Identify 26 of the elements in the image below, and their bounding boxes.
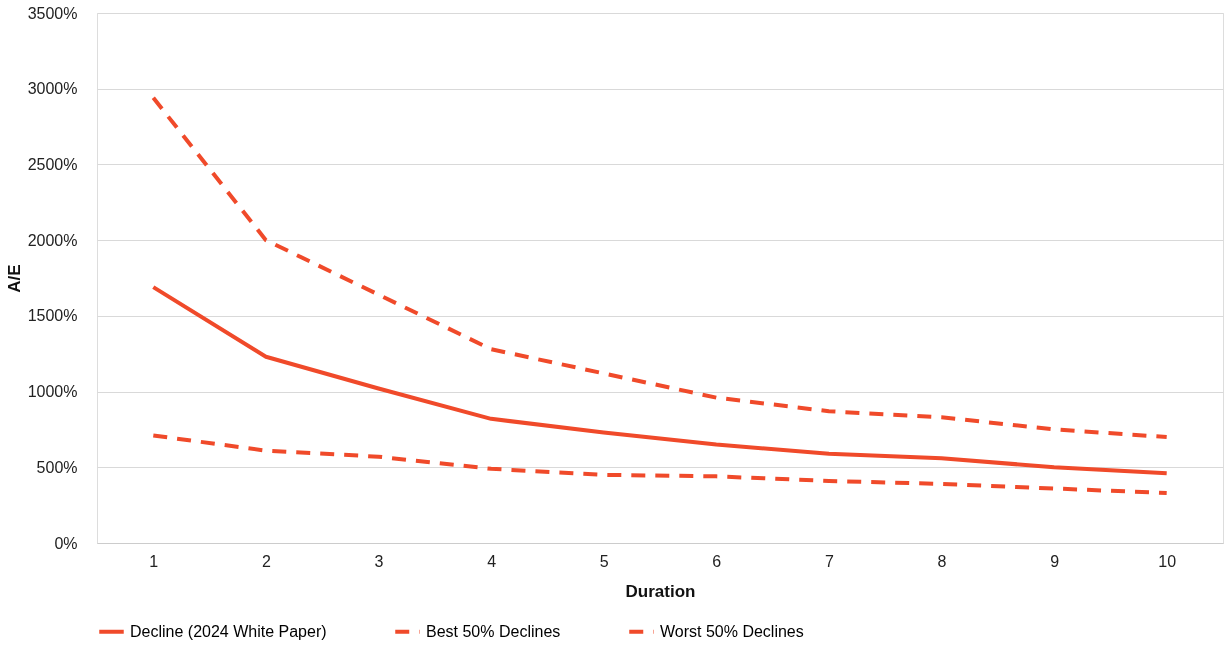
x-tick-label: 8 [937,552,947,570]
x-tick-label: 9 [1050,552,1060,570]
line-series [151,285,1169,476]
legend-label: Best 50% Declines [426,622,561,640]
x-axis-title: Duration [625,581,696,601]
x-tick-label: 2 [261,552,271,570]
x-tick-label: 5 [599,552,609,570]
y-tick-label: 0% [54,534,78,552]
x-tick-label: 6 [712,552,722,570]
x-tick-label: 1 [149,552,159,570]
y-tick-label: 1000% [27,383,78,401]
y-tick-label: 500% [36,458,78,476]
x-tick-label: 10 [1158,552,1177,570]
legend-label: Decline (2024 White Paper) [130,622,327,640]
y-axis-title: A/E [4,264,24,293]
y-tick-label: 3500% [27,4,78,22]
legend-label: Worst 50% Declines [660,622,804,640]
x-tick-label: 4 [487,552,497,570]
y-tick-label: 2500% [27,155,78,173]
y-tick-label: 1500% [27,307,78,325]
x-tick-label: 7 [824,552,834,570]
line-series [151,95,1169,439]
y-tick-label: 3000% [27,80,78,98]
line-series [151,433,1169,496]
x-tick-label: 3 [374,552,384,570]
y-tick-label: 2000% [27,231,78,249]
